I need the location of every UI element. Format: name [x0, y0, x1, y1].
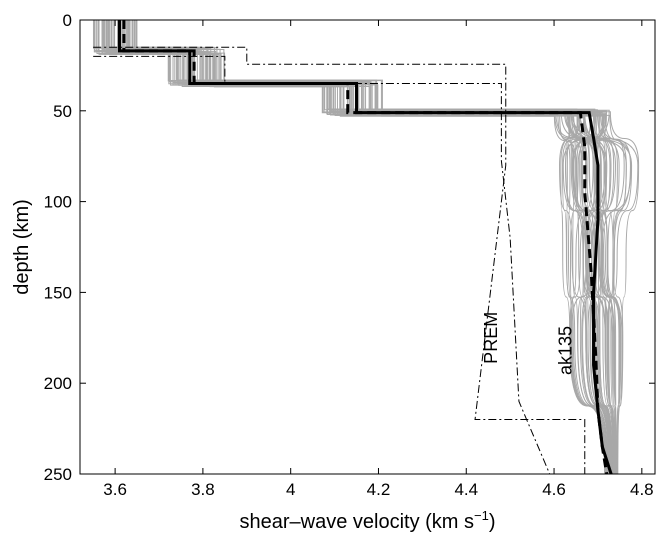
ensemble-model-line: [128, 20, 615, 474]
y-tick-label: 50: [53, 102, 72, 121]
x-tick-label: 4.4: [454, 480, 478, 499]
ensemble-model-line: [123, 20, 612, 474]
y-axis-ticks: 0 50 100 150 200 250: [44, 11, 655, 484]
y-tick-label: 100: [44, 193, 72, 212]
ensemble-model-line: [136, 20, 633, 474]
ensemble-model-line: [118, 20, 616, 474]
ensemble-model-line: [135, 20, 632, 474]
ensemble-model-line: [127, 20, 616, 474]
annotations: PREM ak135: [481, 312, 576, 375]
x-tick-label: 3.6: [103, 480, 127, 499]
ensemble-model-line: [107, 20, 621, 474]
ensemble-model-line: [113, 20, 621, 474]
ensemble-model-line: [129, 20, 610, 474]
ensemble-model-line: [127, 20, 618, 474]
ensemble-model-line: [127, 20, 606, 474]
ensemble-model-line: [134, 20, 614, 474]
x-axis-label: shear–wave velocity (km s−1): [239, 508, 495, 533]
ensemble-models: [92, 20, 640, 474]
ensemble-model-line: [120, 20, 613, 474]
series-line-best: [118, 20, 613, 474]
y-tick-label: 200: [44, 374, 72, 393]
x-axis-label-main: shear–wave velocity (km s: [239, 511, 474, 533]
plot-frame: [79, 19, 656, 475]
ensemble-model-line: [133, 20, 621, 474]
x-tick-label: 4: [286, 480, 295, 499]
y-tick-label: 250: [44, 465, 72, 484]
ensemble-model-line: [96, 20, 607, 474]
ensemble-model-line: [120, 20, 614, 474]
x-tick-label: 4.8: [630, 480, 654, 499]
x-tick-label: 4.2: [367, 480, 391, 499]
x-tick-label: 4.6: [542, 480, 566, 499]
series-lines: [93, 20, 613, 474]
y-tick-label: 0: [63, 11, 72, 30]
x-axis-label-end: ): [489, 511, 496, 533]
ensemble-model-line: [109, 20, 613, 474]
y-axis-label: depth (km): [11, 199, 33, 295]
ensemble-model-line: [109, 20, 639, 474]
annotation-ak135: ak135: [556, 326, 576, 375]
y-tick-label: 150: [44, 283, 72, 302]
x-axis-ticks: 3.6 3.8 4 4.2 4.4 4.6 4.8: [103, 20, 654, 499]
series-line-ak135: [93, 55, 551, 474]
x-tick-label: 3.8: [191, 480, 215, 499]
ensemble-model-line: [101, 20, 620, 474]
ensemble-model-line: [126, 20, 610, 474]
series-line-prem: [93, 46, 586, 474]
ensemble-model-line: [114, 20, 613, 474]
ensemble-model-line: [135, 20, 612, 474]
annotation-prem: PREM: [481, 312, 501, 364]
ensemble-model-line: [122, 20, 614, 474]
x-axis-label-unit-exponent: −1: [474, 508, 489, 523]
series-line-mean: [122, 20, 609, 474]
